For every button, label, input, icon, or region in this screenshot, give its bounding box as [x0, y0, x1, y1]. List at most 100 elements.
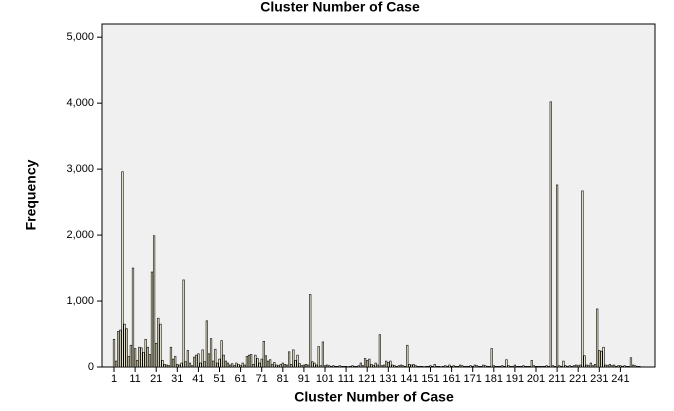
plot-area	[101, 23, 656, 368]
bar	[161, 360, 164, 368]
bar	[467, 366, 470, 368]
bar	[621, 366, 624, 368]
bar	[465, 366, 468, 368]
bar	[218, 358, 221, 368]
bar	[313, 362, 316, 368]
bar	[163, 364, 166, 368]
bar	[566, 366, 569, 368]
bar	[534, 366, 538, 368]
bar	[524, 366, 527, 368]
bar	[448, 364, 451, 368]
y-axis-label: Frequency	[23, 159, 39, 230]
bar	[612, 364, 616, 368]
bar	[169, 346, 173, 368]
bar	[399, 364, 403, 368]
bar	[226, 362, 230, 368]
bar	[600, 350, 603, 368]
bar	[212, 360, 215, 368]
bar	[532, 365, 535, 368]
bar	[243, 364, 246, 368]
x-tick-label: 61	[234, 373, 246, 385]
bar	[195, 354, 198, 368]
bar	[247, 354, 251, 368]
y-tick-label: 3,000	[66, 163, 94, 175]
bar	[401, 365, 405, 368]
bar	[176, 364, 179, 368]
bar	[309, 294, 312, 368]
bar	[275, 364, 278, 368]
bar	[307, 364, 310, 368]
bar	[148, 354, 151, 368]
bar	[155, 342, 158, 368]
bar	[361, 365, 365, 368]
bar	[461, 365, 464, 368]
bar	[511, 366, 514, 368]
bar	[593, 364, 597, 368]
bar	[456, 366, 460, 368]
bar	[416, 366, 419, 368]
bar	[228, 364, 232, 368]
bar	[300, 365, 303, 368]
bar	[184, 361, 187, 368]
x-tick-label: 31	[171, 373, 183, 385]
x-tick-label: 71	[256, 373, 268, 385]
bar	[363, 358, 367, 368]
bar	[509, 366, 512, 368]
bar	[112, 338, 116, 368]
bar	[353, 366, 356, 368]
bar	[235, 362, 238, 368]
bar	[435, 366, 438, 368]
bar	[222, 354, 225, 368]
bar	[606, 365, 609, 368]
bar	[370, 364, 373, 368]
bar	[157, 317, 160, 368]
bar	[562, 360, 565, 368]
bar	[366, 360, 369, 368]
bar	[140, 347, 143, 368]
bar	[315, 364, 318, 368]
bar	[395, 366, 398, 368]
bar	[458, 364, 462, 368]
bar	[144, 338, 147, 368]
bar	[482, 364, 485, 368]
bar	[631, 364, 635, 368]
bar	[420, 366, 424, 368]
bar	[585, 364, 588, 368]
bar	[264, 355, 268, 368]
bar	[589, 362, 592, 368]
bar	[374, 362, 377, 368]
bar	[159, 323, 162, 368]
bar	[250, 354, 253, 368]
x-tick-label: 231	[590, 373, 608, 385]
bar	[634, 365, 637, 368]
bar	[224, 360, 227, 368]
bar	[190, 365, 194, 368]
bar	[410, 364, 413, 368]
bar	[551, 365, 554, 368]
bar	[382, 364, 386, 368]
y-tick-label: 5,000	[66, 31, 94, 43]
bar	[290, 364, 293, 368]
bar	[269, 359, 272, 368]
bar	[625, 366, 628, 368]
bar	[127, 356, 130, 368]
bar	[429, 365, 432, 368]
bar	[165, 364, 168, 368]
x-axis-label: Cluster Number of Case	[294, 389, 454, 405]
bar	[604, 364, 607, 368]
bar	[167, 365, 170, 368]
bar	[471, 366, 474, 368]
bar	[507, 365, 510, 368]
bar	[564, 365, 567, 368]
bar	[477, 366, 481, 368]
bar	[174, 356, 177, 368]
bar	[526, 366, 529, 368]
bar	[619, 365, 622, 368]
bar	[515, 366, 519, 368]
bar	[332, 365, 335, 368]
bar	[252, 364, 255, 368]
bar	[117, 331, 120, 368]
bar	[545, 365, 548, 368]
bar	[488, 366, 491, 368]
x-tick-label: 161	[442, 373, 460, 385]
